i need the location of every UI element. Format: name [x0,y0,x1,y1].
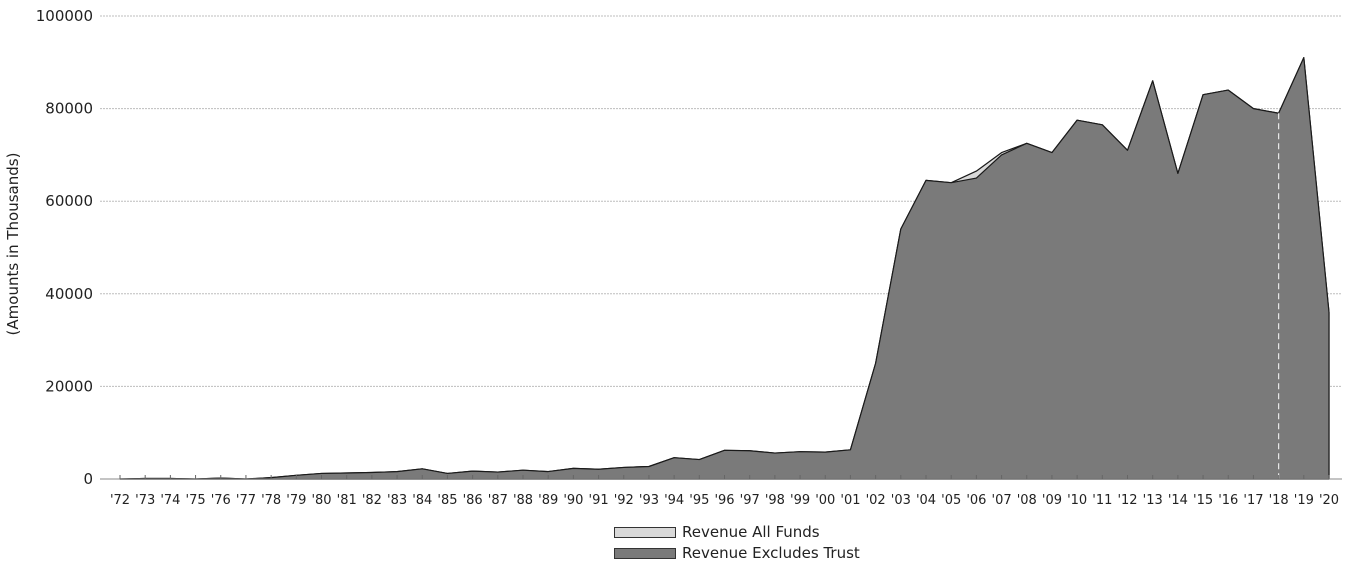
x-tick-label-43: '15 [1193,493,1213,508]
x-tick-label-37: '09 [1042,493,1062,508]
legend-label-excludes-trust: Revenue Excludes Trust [682,544,860,562]
x-tick-label-19: '91 [589,493,609,508]
x-tick-label-14: '86 [463,493,483,508]
x-tick-label-28: '00 [815,493,835,508]
legend-item-all-funds: Revenue All Funds [614,522,944,542]
x-tick-label-0: '72 [110,493,130,508]
x-tick-label-11: '83 [387,493,407,508]
x-tick-label-13: '85 [437,493,457,508]
y-tick-40000: 40000 [45,285,93,303]
x-tick-labels: '72 '73 '74 '75 '76 '77 '78 '79 '80 '81 '82 '83 '84 '… [110,493,1339,508]
x-tick-label-38: '10 [1067,493,1087,508]
x-tick-label-3: '75 [186,493,206,508]
x-tick-label-46: '18 [1269,493,1289,508]
x-tick-label-17: '89 [538,493,558,508]
x-tick-label-21: '93 [639,493,659,508]
x-tick-label-45: '17 [1243,493,1263,508]
x-tick-label-35: '07 [992,493,1012,508]
y-tick-100000: 100000 [36,7,93,25]
x-tick-label-26: '98 [765,493,785,508]
legend-item-excludes-trust: Revenue Excludes Trust [614,543,944,563]
y-axis-label-box: (Amounts in Thousands) [4,0,30,567]
x-tick-label-12: '84 [412,493,432,508]
x-tick-label-48: '20 [1319,493,1339,508]
x-tick-label-33: '05 [941,493,961,508]
x-tick-label-36: '08 [1017,493,1037,508]
x-tick-label-25: '97 [740,493,760,508]
x-tick-label-6: '78 [261,493,281,508]
x-tick-label-41: '13 [1143,493,1163,508]
legend-swatch-excludes-trust [614,547,676,559]
y-axis-label: (Amounts in Thousands) [4,152,22,336]
x-tick-label-42: '14 [1168,493,1188,508]
x-tick-label-40: '12 [1117,493,1137,508]
x-tick-label-32: '04 [916,493,936,508]
x-tick-label-34: '06 [966,493,986,508]
x-tick-label-4: '76 [211,493,231,508]
x-tick-label-2: '74 [160,493,180,508]
x-tick-label-9: '81 [337,493,357,508]
area-series-1 [119,57,1330,480]
x-tick-label-30: '02 [866,493,886,508]
x-tick-label-29: '01 [840,493,860,508]
legend-label-all-funds: Revenue All Funds [682,523,820,541]
legend-swatch-all-funds [614,526,676,538]
x-tick-label-1: '73 [135,493,155,508]
x-tick-label-23: '95 [689,493,709,508]
x-tick-label-44: '16 [1218,493,1238,508]
x-tick-label-22: '94 [664,493,684,508]
y-tick-80000: 80000 [45,100,93,118]
x-tick-label-20: '92 [614,493,634,508]
x-tick-label-5: '77 [236,493,256,508]
x-tick-label-18: '90 [563,493,583,508]
y-tick-0: 0 [83,470,93,488]
x-tick-label-24: '96 [714,493,734,508]
x-tick-marks [119,475,1330,479]
y-tick-labels: 0 20000 40000 60000 80000 100000 [36,7,93,488]
legend: Revenue All Funds Revenue Excludes Trust [614,522,944,564]
x-tick-label-31: '03 [891,493,911,508]
y-tick-60000: 60000 [45,192,93,210]
x-tick-label-10: '82 [362,493,382,508]
x-tick-label-27: '99 [790,493,810,508]
x-tick-label-8: '80 [311,493,331,508]
x-tick-label-15: '87 [488,493,508,508]
x-tick-label-39: '11 [1092,493,1112,508]
x-tick-label-7: '79 [286,493,306,508]
x-tick-label-47: '19 [1294,493,1314,508]
x-tick-label-16: '88 [513,493,533,508]
y-tick-20000: 20000 [45,377,93,395]
